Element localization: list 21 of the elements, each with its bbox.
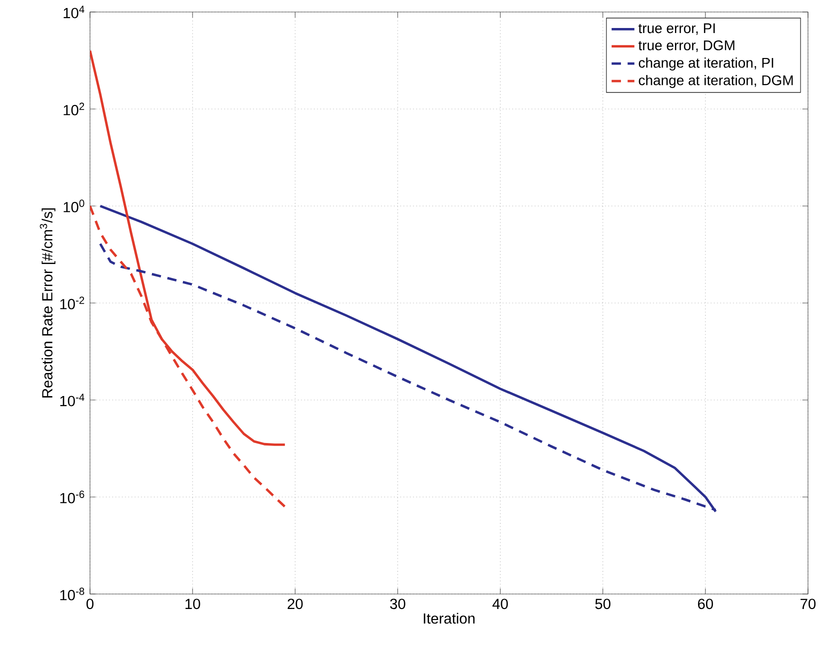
- x-tick-label: 20: [288, 598, 303, 610]
- x-tick-label: 40: [492, 598, 508, 610]
- x-tick-label: 50: [595, 598, 610, 610]
- x-tick-label: 10: [186, 598, 200, 610]
- y-tick-label: 10$^{0}$: [64, 200, 84, 212]
- y-tick-label: 10$^{4}$: [64, 6, 84, 18]
- legend-label: true error, DGM: [638, 40, 734, 52]
- legend-label: change at iteration, DGM: [638, 74, 793, 88]
- legend-label: true error, PI: [638, 23, 715, 35]
- x-tick-label: 60: [698, 598, 713, 610]
- x-tick-label: 0: [86, 598, 94, 610]
- y-tick-label: 10$^{-4}$: [60, 394, 84, 406]
- x-axis-title: Iteration: [424, 612, 475, 624]
- y-tick-label: 10$^{2}$: [64, 102, 84, 116]
- y-tick-label: 10$^{-8}$: [60, 588, 84, 600]
- y-axis-title: Reaction Rate Error [#/cm$^{3}$/s]: [40, 208, 56, 398]
- legend-label: change at iteration, PI: [638, 57, 774, 71]
- y-tick-label: 10$^{-6}$: [60, 490, 84, 504]
- y-tick-label: 10$^{-2}$: [60, 296, 84, 310]
- x-tick-label: 70: [800, 598, 816, 610]
- x-tick-label: 30: [390, 598, 406, 610]
